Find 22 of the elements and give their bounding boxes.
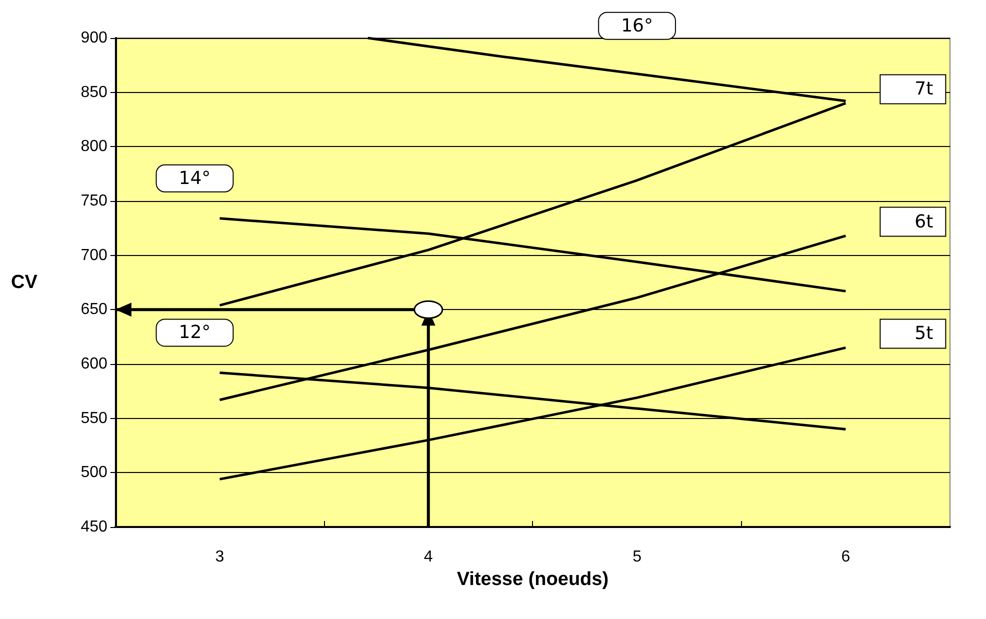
x-tick-label: 6 [841, 548, 850, 566]
series-label: 14° [178, 168, 211, 189]
series-label: 12° [178, 322, 211, 344]
x-tick-label: 4 [424, 548, 433, 566]
y-tick-label: 450 [80, 518, 108, 536]
y-tick-label: 500 [80, 464, 108, 482]
x-axis-title: Vitesse (noeuds) [456, 568, 609, 590]
x-tick-label: 3 [215, 548, 224, 566]
text: 6t [914, 211, 934, 232]
text: 7t [914, 78, 934, 100]
series-label: 16° [621, 15, 653, 36]
text: 5t [914, 323, 934, 344]
y-tick-label: 550 [80, 410, 108, 427]
y-tick-label: 600 [80, 356, 108, 372]
y-tick-label: 800 [80, 138, 108, 156]
y-tick-label: 700 [80, 246, 108, 264]
y-tick-label: 650 [80, 301, 108, 318]
x-tick-label: 5 [632, 548, 642, 566]
y-tick-label: 750 [80, 192, 108, 210]
y-tick-label: 850 [80, 84, 108, 101]
y-tick-label: 900 [80, 30, 108, 46]
y-axis-title: CV [10, 272, 38, 293]
